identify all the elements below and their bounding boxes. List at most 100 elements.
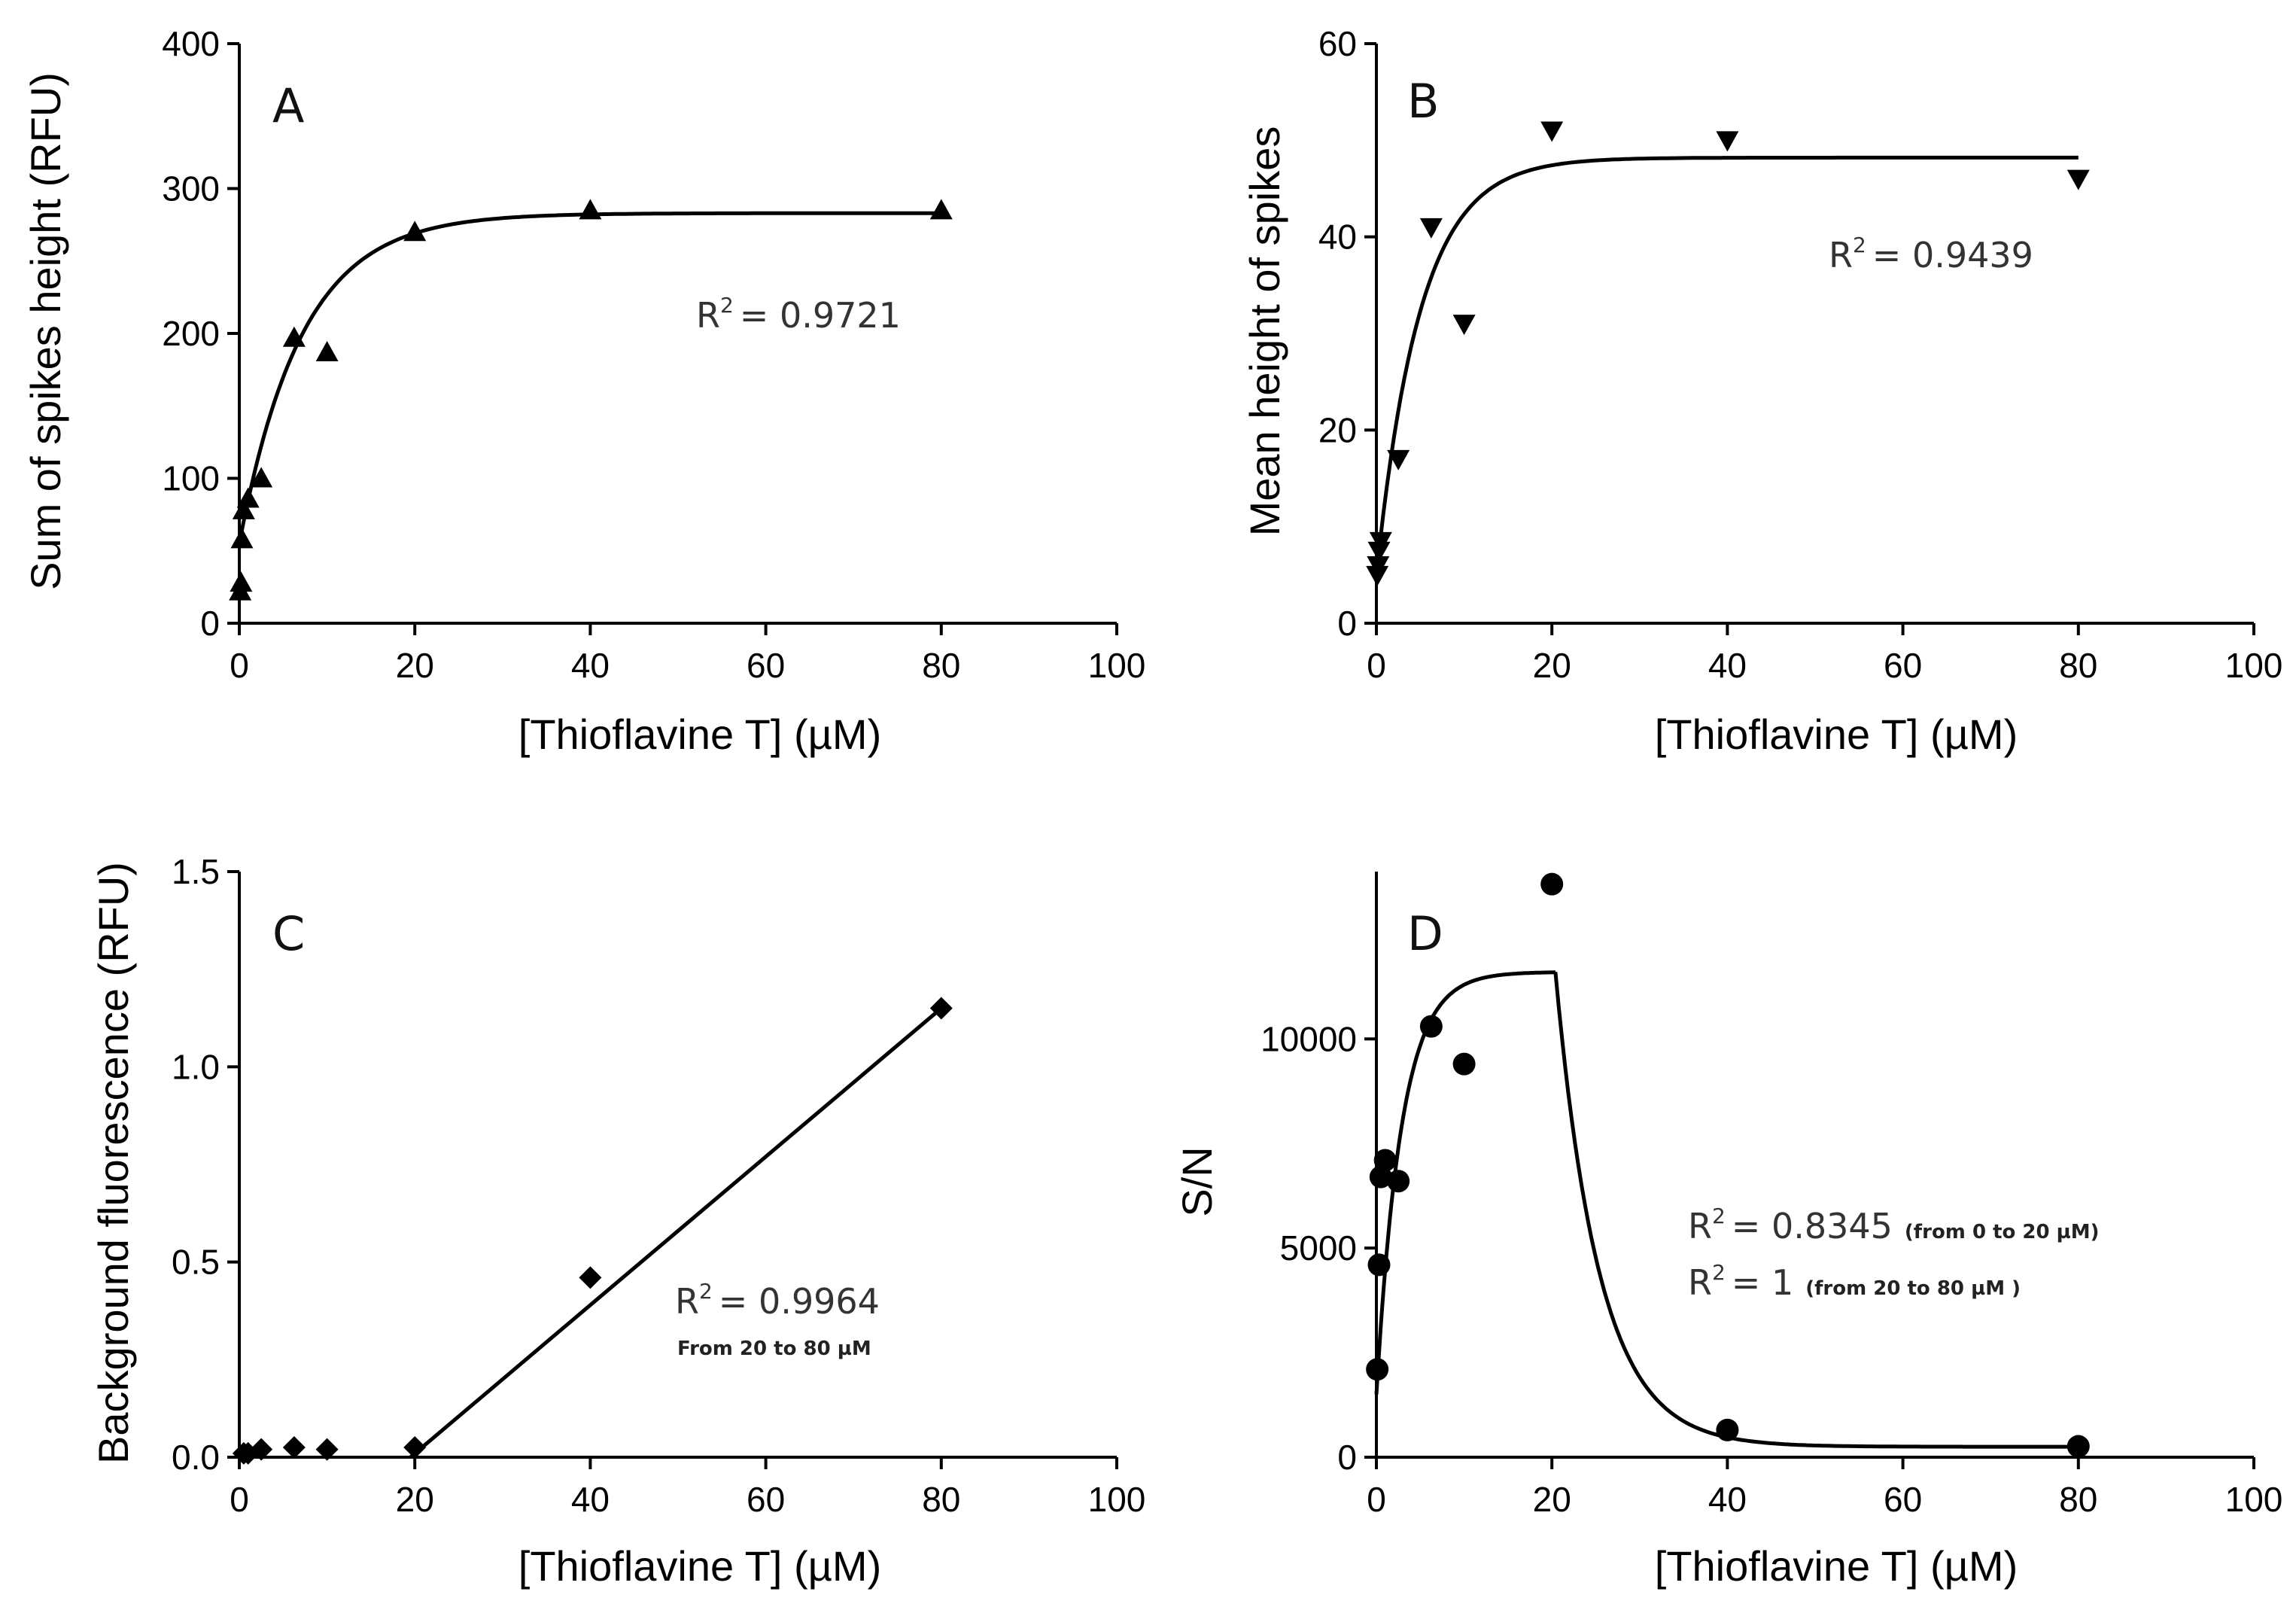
panel-d-x-tick-label: 80 (2059, 1480, 2097, 1519)
panel-c-data-point (282, 1436, 306, 1459)
panel-d-y-tick-label: 5000 (1280, 1228, 1357, 1268)
panel-c-y-tick-label: 1.5 (172, 852, 220, 891)
panel-a-data-point (236, 487, 260, 508)
panel-c-data-point (403, 1436, 427, 1459)
panel-a: 0 20 40 60 80 100 0 100 200 300 400 A [Thioflavine… (22, 24, 1145, 758)
panel-d-x-tick-label: 20 (1533, 1480, 1571, 1519)
panel-c-plot: 0 20 40 60 80 100 0.0 0.5 1.0 1.5 (172, 852, 1145, 1519)
panel-a-data-point (579, 199, 602, 220)
panel-d-r2-exponent: 2 (1712, 1204, 1726, 1228)
panel-b-data-point (1366, 565, 1389, 586)
panel-a-data-point (282, 326, 306, 347)
panel-c-y-tick-label: 0.5 (172, 1243, 220, 1282)
panel-d-fit-curve (1374, 970, 2079, 1449)
panel-b-r2-exponent: 2 (1853, 233, 1866, 257)
panel-a-r2-symbol: R (696, 295, 720, 336)
panel-d-y-tick-label: 0 (1337, 1438, 1357, 1477)
panel-c-y-axis-title: Background fluorescence (RFU) (90, 862, 137, 1464)
panel-b-x-tick-label: 0 (1367, 646, 1386, 685)
panel-d-data-point (1716, 1418, 1739, 1441)
panel-d-x-tick-label: 0 (1367, 1480, 1386, 1519)
panel-d-y-tick-label: 10000 (1261, 1019, 1357, 1058)
panel-b-data-point (1387, 449, 1410, 470)
panel-b-fit-curve (1374, 155, 2079, 576)
panel-b-x-tick-label: 40 (1708, 646, 1747, 685)
panel-c-x-tick-label: 80 (922, 1480, 960, 1519)
panel-c-x-tick-label: 100 (1088, 1480, 1146, 1519)
panel-b-x-axis-title: [Thioflavine T] (µM) (1655, 711, 2018, 758)
panel-c-x-tick-label: 20 (396, 1480, 434, 1519)
panel-a-data-point (250, 467, 273, 488)
panel-b-data-point (1367, 556, 1390, 577)
panel-c-r2-value: = 0.9964 (719, 1281, 880, 1322)
panel-d-x-tick-label: 100 (2225, 1480, 2283, 1519)
panel-a-data-point (929, 199, 953, 220)
panel-a-fit-curve (237, 211, 941, 544)
panel-d-data-point (1373, 1149, 1397, 1172)
panel-b-data-point (1369, 531, 1392, 552)
panel-a-r2-exponent: 2 (720, 293, 734, 318)
panel-d-data-point (1387, 1170, 1410, 1193)
panel-a-y-axis-title: Sum of spikes height (RFU) (22, 72, 69, 590)
panel-b-y-tick-label: 40 (1318, 218, 1357, 257)
panel-a-x-axis-title: [Thioflavine T] (µM) (519, 711, 881, 758)
panel-a-y-tick-label: 200 (162, 314, 220, 353)
panel-b-data-point (1540, 121, 1564, 142)
panel-c-label: C (272, 906, 305, 961)
panel-c-x-axis-title: [Thioflavine T] (µM) (519, 1542, 881, 1590)
panel-a-r2-value: = 0.9721 (740, 295, 901, 336)
panel-d-data-point (1366, 1358, 1389, 1381)
panel-d-r2b-annotation: R2 = 1 (from 20 to 80 µM ) (1688, 1260, 2021, 1303)
panel-a-data-point (403, 221, 427, 242)
panel-b-data-point (1716, 131, 1739, 152)
panel-b-label: B (1407, 74, 1440, 129)
panel-d-data-point (1419, 1015, 1443, 1038)
panel-c-r2-exponent: 2 (699, 1279, 713, 1304)
panel-a-data-point (315, 341, 339, 362)
panel-a-label: A (272, 78, 304, 133)
panel-d-r2-value: = 0.8345 (1732, 1206, 1893, 1246)
panel-d-x-tick-label: 40 (1708, 1480, 1747, 1519)
panel-c-data-point (579, 1266, 602, 1289)
panel-d-label: D (1407, 906, 1443, 961)
panel-a-plot: 0 20 40 60 80 100 0 100 200 300 400 (162, 24, 1145, 685)
panel-d-r2-annotation: R2 = 0.8345 (from 0 to 20 µM) (1688, 1204, 2100, 1246)
panel-b-y-tick-label: 20 (1318, 410, 1357, 449)
panel-c-x-tick-label: 60 (747, 1480, 785, 1519)
panel-d-data-point (2066, 1435, 2090, 1458)
panel-b-y-tick-label: 60 (1318, 24, 1357, 63)
panel-b-r2-symbol: R (1829, 235, 1853, 275)
panel-c-x-tick-label: 0 (230, 1480, 249, 1519)
panel-a-x-tick-label: 40 (571, 646, 610, 685)
panel-b-x-tick-label: 80 (2059, 646, 2097, 685)
panel-b-data-point (1419, 218, 1443, 239)
panel-b-data-point (1367, 541, 1391, 562)
panel-b-y-axis-title: Mean height of spikes (1241, 126, 1288, 537)
panel-d-data-point (1367, 1253, 1391, 1277)
panel-c-y-tick-label: 0.0 (172, 1438, 220, 1477)
panel-a-data-point (230, 528, 254, 549)
panel-b-r2-value: = 0.9439 (1872, 235, 2033, 275)
panel-a-data-point (232, 498, 255, 519)
panel-c-r2-note: From 20 to 80 µM (677, 1338, 871, 1360)
panel-d-r2b-symbol: R (1688, 1262, 1712, 1303)
panel-d-x-tick-label: 60 (1884, 1480, 1922, 1519)
panel-a-y-tick-label: 100 (162, 459, 220, 498)
panel-c-y-tick-label: 1.0 (172, 1047, 220, 1086)
panel-c-data-point (250, 1438, 273, 1461)
panel-a-x-tick-label: 60 (747, 646, 785, 685)
panel-d-data-point (1452, 1052, 1476, 1076)
panel-c-fit-curve (409, 1006, 943, 1459)
panel-d-r2b-value: = 1 (1732, 1262, 1793, 1303)
panel-b-x-tick-label: 100 (2225, 646, 2283, 685)
panel-a-x-tick-label: 20 (396, 646, 434, 685)
panel-b-y-tick-label: 0 (1337, 604, 1357, 643)
panel-c-x-tick-label: 40 (571, 1480, 610, 1519)
panel-a-y-tick-label: 300 (162, 169, 220, 208)
panel-a-y-tick-label: 0 (200, 604, 220, 643)
panel-c-r2-symbol: R (675, 1281, 699, 1322)
panel-c-data-point (929, 997, 953, 1020)
panel-b-x-tick-label: 20 (1533, 646, 1571, 685)
panel-d-r2b-note: (from 20 to 80 µM ) (1805, 1277, 2021, 1300)
panel-d-plot: 0 20 40 60 80 100 0 5000 10000 (1261, 872, 2282, 1519)
